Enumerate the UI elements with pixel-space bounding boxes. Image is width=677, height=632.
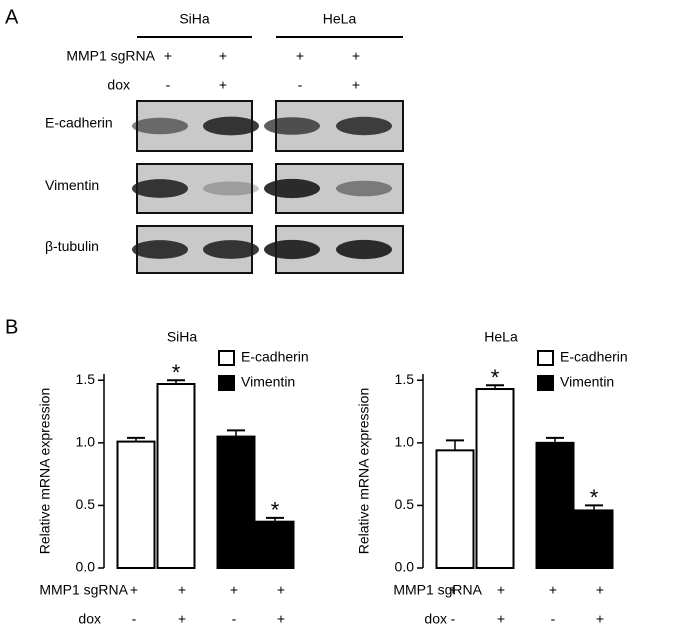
y-tick-label: 1.0 [395,434,415,450]
legend-swatch [218,350,235,366]
legend-label: Vimentin [241,374,295,390]
bar [216,435,256,570]
significance-mark: * [172,360,181,385]
panel-label: A [5,6,19,28]
bar [535,441,575,570]
significance-mark: * [590,485,599,510]
condition-sign: + [277,582,285,598]
legend-label: E-cadherin [560,349,628,365]
blot-band [336,180,392,197]
condition-sign: + [596,582,604,598]
condition-sign: + [596,611,604,627]
condition-sign: + [352,77,360,93]
blot-band [264,117,320,135]
condition-label: MMP1 sgRNA [39,582,128,598]
condition-sign: + [178,582,186,598]
blot-band [264,178,320,199]
protein-label: Vimentin [45,177,99,193]
blot-band [203,116,259,136]
condition-sign: + [219,77,227,93]
condition-sign: + [296,48,304,64]
condition-sign: + [277,611,285,627]
blot-band [203,240,259,259]
condition-sign: + [497,582,505,598]
y-axis-label: Relative mRNA expression [37,388,53,555]
y-tick-label: 0.0 [395,559,415,575]
y-tick-label: 1.5 [76,371,96,387]
significance-mark: * [491,365,500,390]
bar [435,449,475,569]
legend-label: Vimentin [560,374,614,390]
condition-sign: - [132,611,137,627]
condition-sign: + [449,582,457,598]
y-tick-label: 0.5 [395,496,415,512]
condition-sign: + [497,611,505,627]
condition-label: dox [107,77,130,93]
chart-title: SiHa [167,329,198,345]
cell-line-label: HeLa [323,11,357,27]
blot-band [132,117,188,135]
legend-label: E-cadherin [241,349,309,365]
y-tick-label: 1.5 [395,371,415,387]
condition-sign: - [451,611,456,627]
bar [255,520,295,569]
condition-sign: + [164,48,172,64]
bar [574,509,614,570]
panel-label: B [5,316,18,338]
condition-label: MMP1 sgRNA [66,48,155,64]
blot-band [132,179,188,198]
blot-band [132,240,188,259]
y-tick-label: 0.5 [76,496,96,512]
blot-band [336,116,392,136]
condition-sign: + [230,582,238,598]
legend-swatch [218,375,235,391]
protein-label: β-tubulin [45,238,99,254]
significance-mark: * [271,498,280,523]
blot-band [264,239,320,260]
y-tick-label: 0.0 [76,559,96,575]
condition-sign: - [166,77,171,93]
condition-sign: + [549,582,557,598]
legend-swatch [537,350,554,366]
chart-title: HeLa [484,329,518,345]
cell-line-label: SiHa [179,11,210,27]
condition-sign: + [352,48,360,64]
condition-label: dox [424,611,447,627]
condition-sign: - [551,611,556,627]
condition-sign: - [232,611,237,627]
legend-swatch [537,375,554,391]
condition-sign: + [178,611,186,627]
bar [475,388,515,569]
condition-sign: + [219,48,227,64]
bar [116,440,156,569]
protein-label: E-cadherin [45,115,113,131]
condition-label: dox [78,611,101,627]
y-axis-label: Relative mRNA expression [356,388,372,555]
condition-sign: + [130,582,138,598]
blot-band [203,181,259,196]
condition-sign: - [298,77,303,93]
y-tick-label: 1.0 [76,434,96,450]
bar [156,383,196,569]
condition-label: MMP1 sgRNA [393,582,482,598]
blot-band [336,239,392,260]
